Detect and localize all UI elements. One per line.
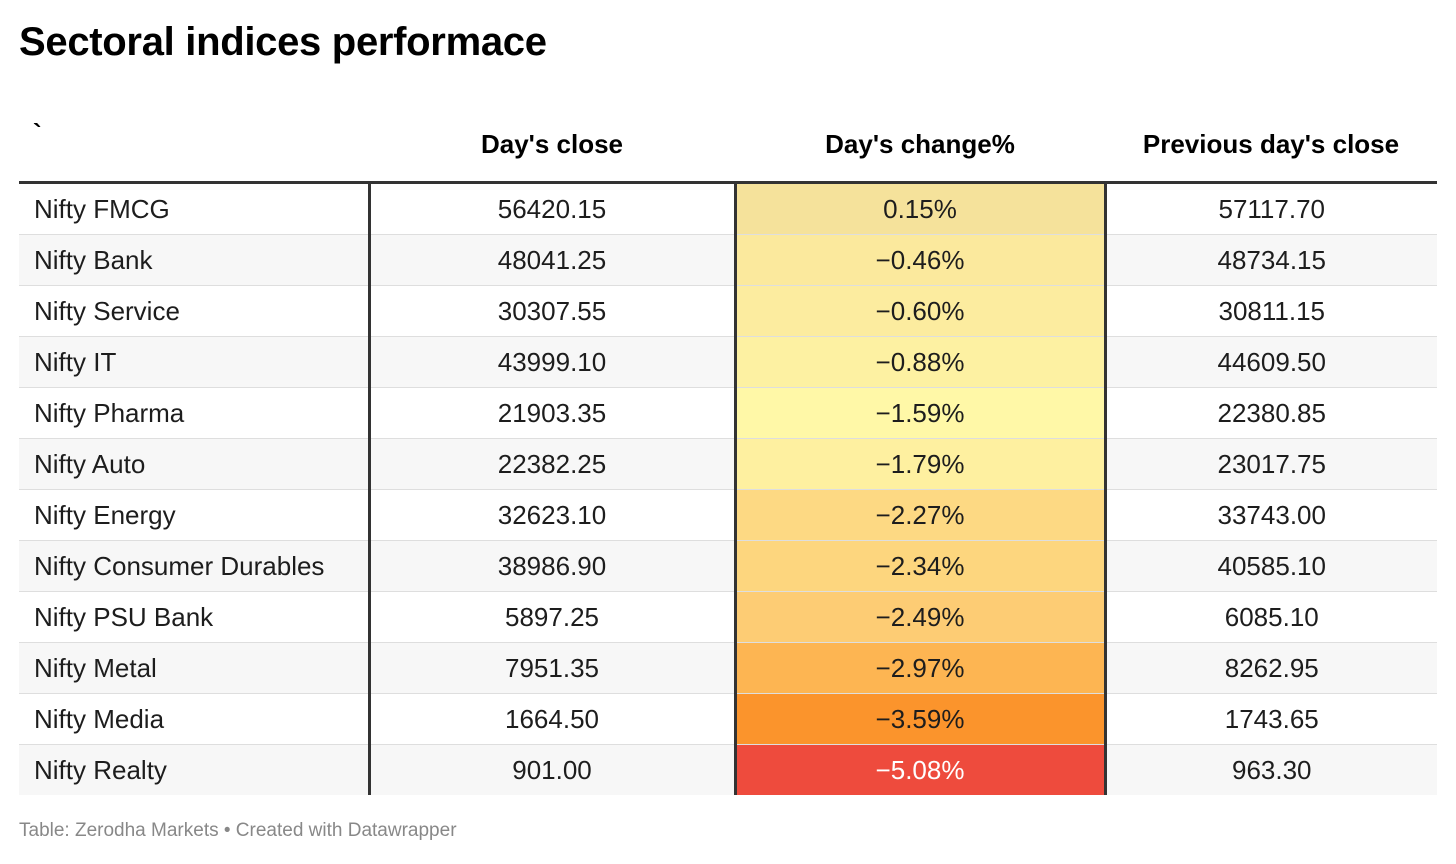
cell-index-name: Nifty IT (19, 336, 371, 388)
cell-days-change: 0.15% (735, 182, 1107, 235)
cell-previous-close: 30811.15 (1105, 285, 1437, 337)
column-header-days-change: Day's change% (735, 104, 1105, 184)
table-row: Nifty Energy 32623.10 −2.27% 33743.00 (19, 489, 1437, 541)
cell-days-close: 7951.35 (369, 642, 737, 694)
cell-days-change: −2.49% (735, 591, 1107, 643)
cell-index-name: Nifty Consumer Durables (19, 540, 371, 592)
cell-days-change: −2.34% (735, 540, 1107, 592)
table-header-row: ` Day's close Day's change% Previous day… (19, 104, 1437, 184)
cell-index-name: Nifty Service (19, 285, 371, 337)
cell-days-close: 5897.25 (369, 591, 737, 643)
table-row: Nifty IT 43999.10 −0.88% 44609.50 (19, 336, 1437, 388)
cell-previous-close: 44609.50 (1105, 336, 1437, 388)
cell-days-change: −0.88% (735, 336, 1107, 388)
table-row: Nifty Service 30307.55 −0.60% 30811.15 (19, 285, 1437, 337)
cell-index-name: Nifty Media (19, 693, 371, 745)
cell-index-name: Nifty PSU Bank (19, 591, 371, 643)
cell-previous-close: 6085.10 (1105, 591, 1437, 643)
table-row: Nifty Bank 48041.25 −0.46% 48734.15 (19, 234, 1437, 286)
cell-days-close: 32623.10 (369, 489, 737, 541)
table-row: Nifty PSU Bank 5897.25 −2.49% 6085.10 (19, 591, 1437, 643)
cell-days-close: 21903.35 (369, 387, 737, 439)
cell-index-name: Nifty Pharma (19, 387, 371, 439)
cell-days-close: 30307.55 (369, 285, 737, 337)
cell-index-name: Nifty Metal (19, 642, 371, 694)
cell-days-change: −1.59% (735, 387, 1107, 439)
cell-days-change: −2.27% (735, 489, 1107, 541)
cell-days-change: −1.79% (735, 438, 1107, 490)
cell-days-close: 901.00 (369, 744, 737, 795)
table-row: Nifty FMCG 56420.15 0.15% 57117.70 (19, 182, 1437, 235)
cell-days-change: −5.08% (735, 744, 1107, 795)
cell-index-name: Nifty Realty (19, 744, 371, 795)
cell-index-name: Nifty Bank (19, 234, 371, 286)
cell-days-change: −3.59% (735, 693, 1107, 745)
chart-title: Sectoral indices performace (19, 20, 547, 64)
cell-previous-close: 1743.65 (1105, 693, 1437, 745)
cell-days-change: −2.97% (735, 642, 1107, 694)
column-header-name: ` (19, 104, 369, 184)
cell-index-name: Nifty FMCG (19, 182, 371, 235)
cell-days-close: 48041.25 (369, 234, 737, 286)
table-row: Nifty Metal 7951.35 −2.97% 8262.95 (19, 642, 1437, 694)
cell-days-close: 1664.50 (369, 693, 737, 745)
column-header-previous-close: Previous day's close (1105, 104, 1437, 184)
cell-previous-close: 48734.15 (1105, 234, 1437, 286)
table-row: Nifty Auto 22382.25 −1.79% 23017.75 (19, 438, 1437, 490)
footer-credit: Table: Zerodha Markets • Created with Da… (19, 820, 457, 841)
sector-table: ` Day's close Day's change% Previous day… (19, 104, 1437, 795)
column-header-days-close: Day's close (369, 104, 735, 184)
table-row: Nifty Pharma 21903.35 −1.59% 22380.85 (19, 387, 1437, 439)
cell-previous-close: 8262.95 (1105, 642, 1437, 694)
cell-previous-close: 23017.75 (1105, 438, 1437, 490)
cell-previous-close: 22380.85 (1105, 387, 1437, 439)
cell-days-change: −0.60% (735, 285, 1107, 337)
cell-previous-close: 57117.70 (1105, 182, 1437, 235)
table-row: Nifty Realty 901.00 −5.08% 963.30 (19, 744, 1437, 795)
cell-days-change: −0.46% (735, 234, 1107, 286)
table-row: Nifty Media 1664.50 −3.59% 1743.65 (19, 693, 1437, 745)
cell-index-name: Nifty Auto (19, 438, 371, 490)
cell-index-name: Nifty Energy (19, 489, 371, 541)
cell-days-close: 56420.15 (369, 182, 737, 235)
cell-previous-close: 40585.10 (1105, 540, 1437, 592)
table-row: Nifty Consumer Durables 38986.90 −2.34% 405… (19, 540, 1437, 592)
cell-previous-close: 33743.00 (1105, 489, 1437, 541)
table-body: Nifty FMCG 56420.15 0.15% 57117.70 Nifty Ban… (19, 182, 1437, 795)
cell-days-close: 38986.90 (369, 540, 737, 592)
cell-previous-close: 963.30 (1105, 744, 1437, 795)
cell-days-close: 43999.10 (369, 336, 737, 388)
cell-days-close: 22382.25 (369, 438, 737, 490)
